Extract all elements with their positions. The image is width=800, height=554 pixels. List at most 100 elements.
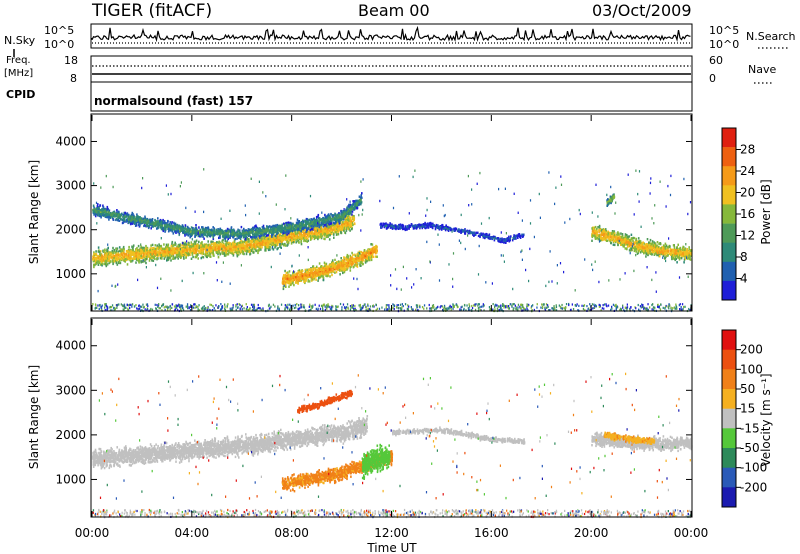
scatter-cell — [261, 246, 263, 249]
scatter-cell — [307, 227, 310, 230]
scatter-cell — [297, 236, 299, 240]
scatter-cell — [165, 246, 167, 249]
scatter-cell — [198, 226, 200, 229]
scatter-cell — [188, 241, 190, 245]
scatter-cell — [100, 212, 102, 216]
scatter-cell — [105, 213, 108, 216]
scatter-cell — [340, 217, 342, 221]
scatter-cell — [223, 249, 225, 252]
scatter-cell — [335, 233, 338, 236]
scatter-cell — [314, 236, 317, 239]
scatter-cell — [238, 241, 241, 244]
scatter-cell — [342, 225, 345, 228]
scatter-cell — [158, 246, 160, 249]
scatter-cell — [132, 244, 135, 247]
scatter-cell — [298, 220, 300, 223]
scatter-cell — [268, 237, 271, 240]
scatter-cell — [122, 218, 125, 221]
scatter-cell — [244, 246, 247, 249]
scatter-cell — [231, 244, 234, 247]
scatter-cell — [204, 233, 207, 236]
scatter-cell — [341, 227, 343, 230]
scatter-cell — [143, 224, 145, 228]
scatter-cell — [338, 226, 340, 230]
scatter-cell — [195, 239, 198, 242]
scatter-cell — [116, 257, 119, 261]
scatter-cell — [145, 257, 148, 261]
scatter-cell — [109, 256, 112, 259]
scatter-cell — [320, 230, 323, 233]
scatter-cell — [309, 228, 312, 232]
scatter-cell — [136, 253, 138, 256]
scatter-cell — [149, 248, 151, 252]
scatter-cell — [268, 232, 270, 235]
scatter-cell — [185, 256, 187, 259]
scatter-cell — [127, 257, 130, 261]
scatter-cell — [242, 243, 244, 246]
scatter-cell — [253, 235, 255, 239]
scatter-cell — [246, 237, 248, 241]
scatter-cell — [168, 227, 170, 230]
scatter-cell — [157, 251, 160, 254]
scatter-cell — [149, 250, 152, 253]
scatter-cell — [317, 228, 319, 231]
scatter-cell — [237, 243, 240, 246]
scatter-cell — [288, 235, 290, 239]
scatter-cell — [278, 236, 280, 240]
scatter-cell — [254, 238, 257, 242]
scatter-cell — [126, 219, 128, 223]
scatter-cell — [210, 249, 213, 252]
scatter-cell — [209, 231, 212, 234]
scatter-cell — [351, 222, 353, 225]
freq-label: Freq. — [6, 55, 31, 66]
scatter-cell — [234, 249, 236, 252]
scatter-cell — [265, 236, 268, 239]
scatter-cell — [187, 243, 190, 246]
scatter-cell — [213, 242, 215, 245]
scatter-cell — [315, 236, 318, 239]
scatter-cell — [141, 248, 144, 251]
scatter-cell — [122, 245, 125, 249]
scatter-cell — [343, 212, 346, 215]
scatter-cell — [201, 250, 204, 253]
scatter-cell — [125, 215, 128, 218]
scatter-cell — [270, 238, 273, 242]
scatter-cell — [107, 253, 110, 256]
scatter-cell — [259, 228, 261, 232]
scatter-cell — [264, 246, 266, 249]
scatter-cell — [119, 249, 121, 253]
scatter-cell — [142, 246, 145, 250]
scatter-cell — [267, 248, 270, 252]
scatter-cell — [206, 227, 209, 230]
scatter-cell — [186, 225, 189, 229]
scatter-cell — [117, 250, 120, 253]
scatter-cell — [306, 234, 309, 237]
scatter-cell — [276, 225, 279, 229]
scatter-cell — [283, 234, 285, 237]
scatter-cell — [219, 227, 222, 230]
scatter-cell — [118, 219, 121, 222]
scatter-cell — [184, 241, 186, 244]
scatter-cell — [232, 245, 235, 248]
scatter-cell — [239, 252, 242, 255]
scatter-cell — [270, 230, 273, 233]
scatter-cell — [263, 242, 265, 246]
scatter-cell — [137, 244, 140, 248]
scatter-cell — [216, 245, 219, 249]
scatter-cell — [225, 229, 227, 232]
scatter-cell — [164, 221, 167, 225]
scatter-cell — [270, 225, 273, 229]
scatter-cell — [167, 243, 170, 246]
scatter-cell — [143, 218, 146, 222]
scatter-cell — [324, 232, 327, 236]
scatter-cell — [185, 254, 187, 257]
scatter-cell — [237, 242, 240, 245]
scatter-cell — [139, 248, 142, 251]
scatter-cell — [135, 254, 137, 258]
scatter-cell — [111, 257, 114, 261]
scatter-cell — [155, 252, 157, 255]
scatter-cell — [309, 225, 311, 229]
scatter-cell — [113, 254, 116, 258]
scatter-cell — [295, 221, 298, 224]
scatter-cell — [224, 239, 227, 242]
